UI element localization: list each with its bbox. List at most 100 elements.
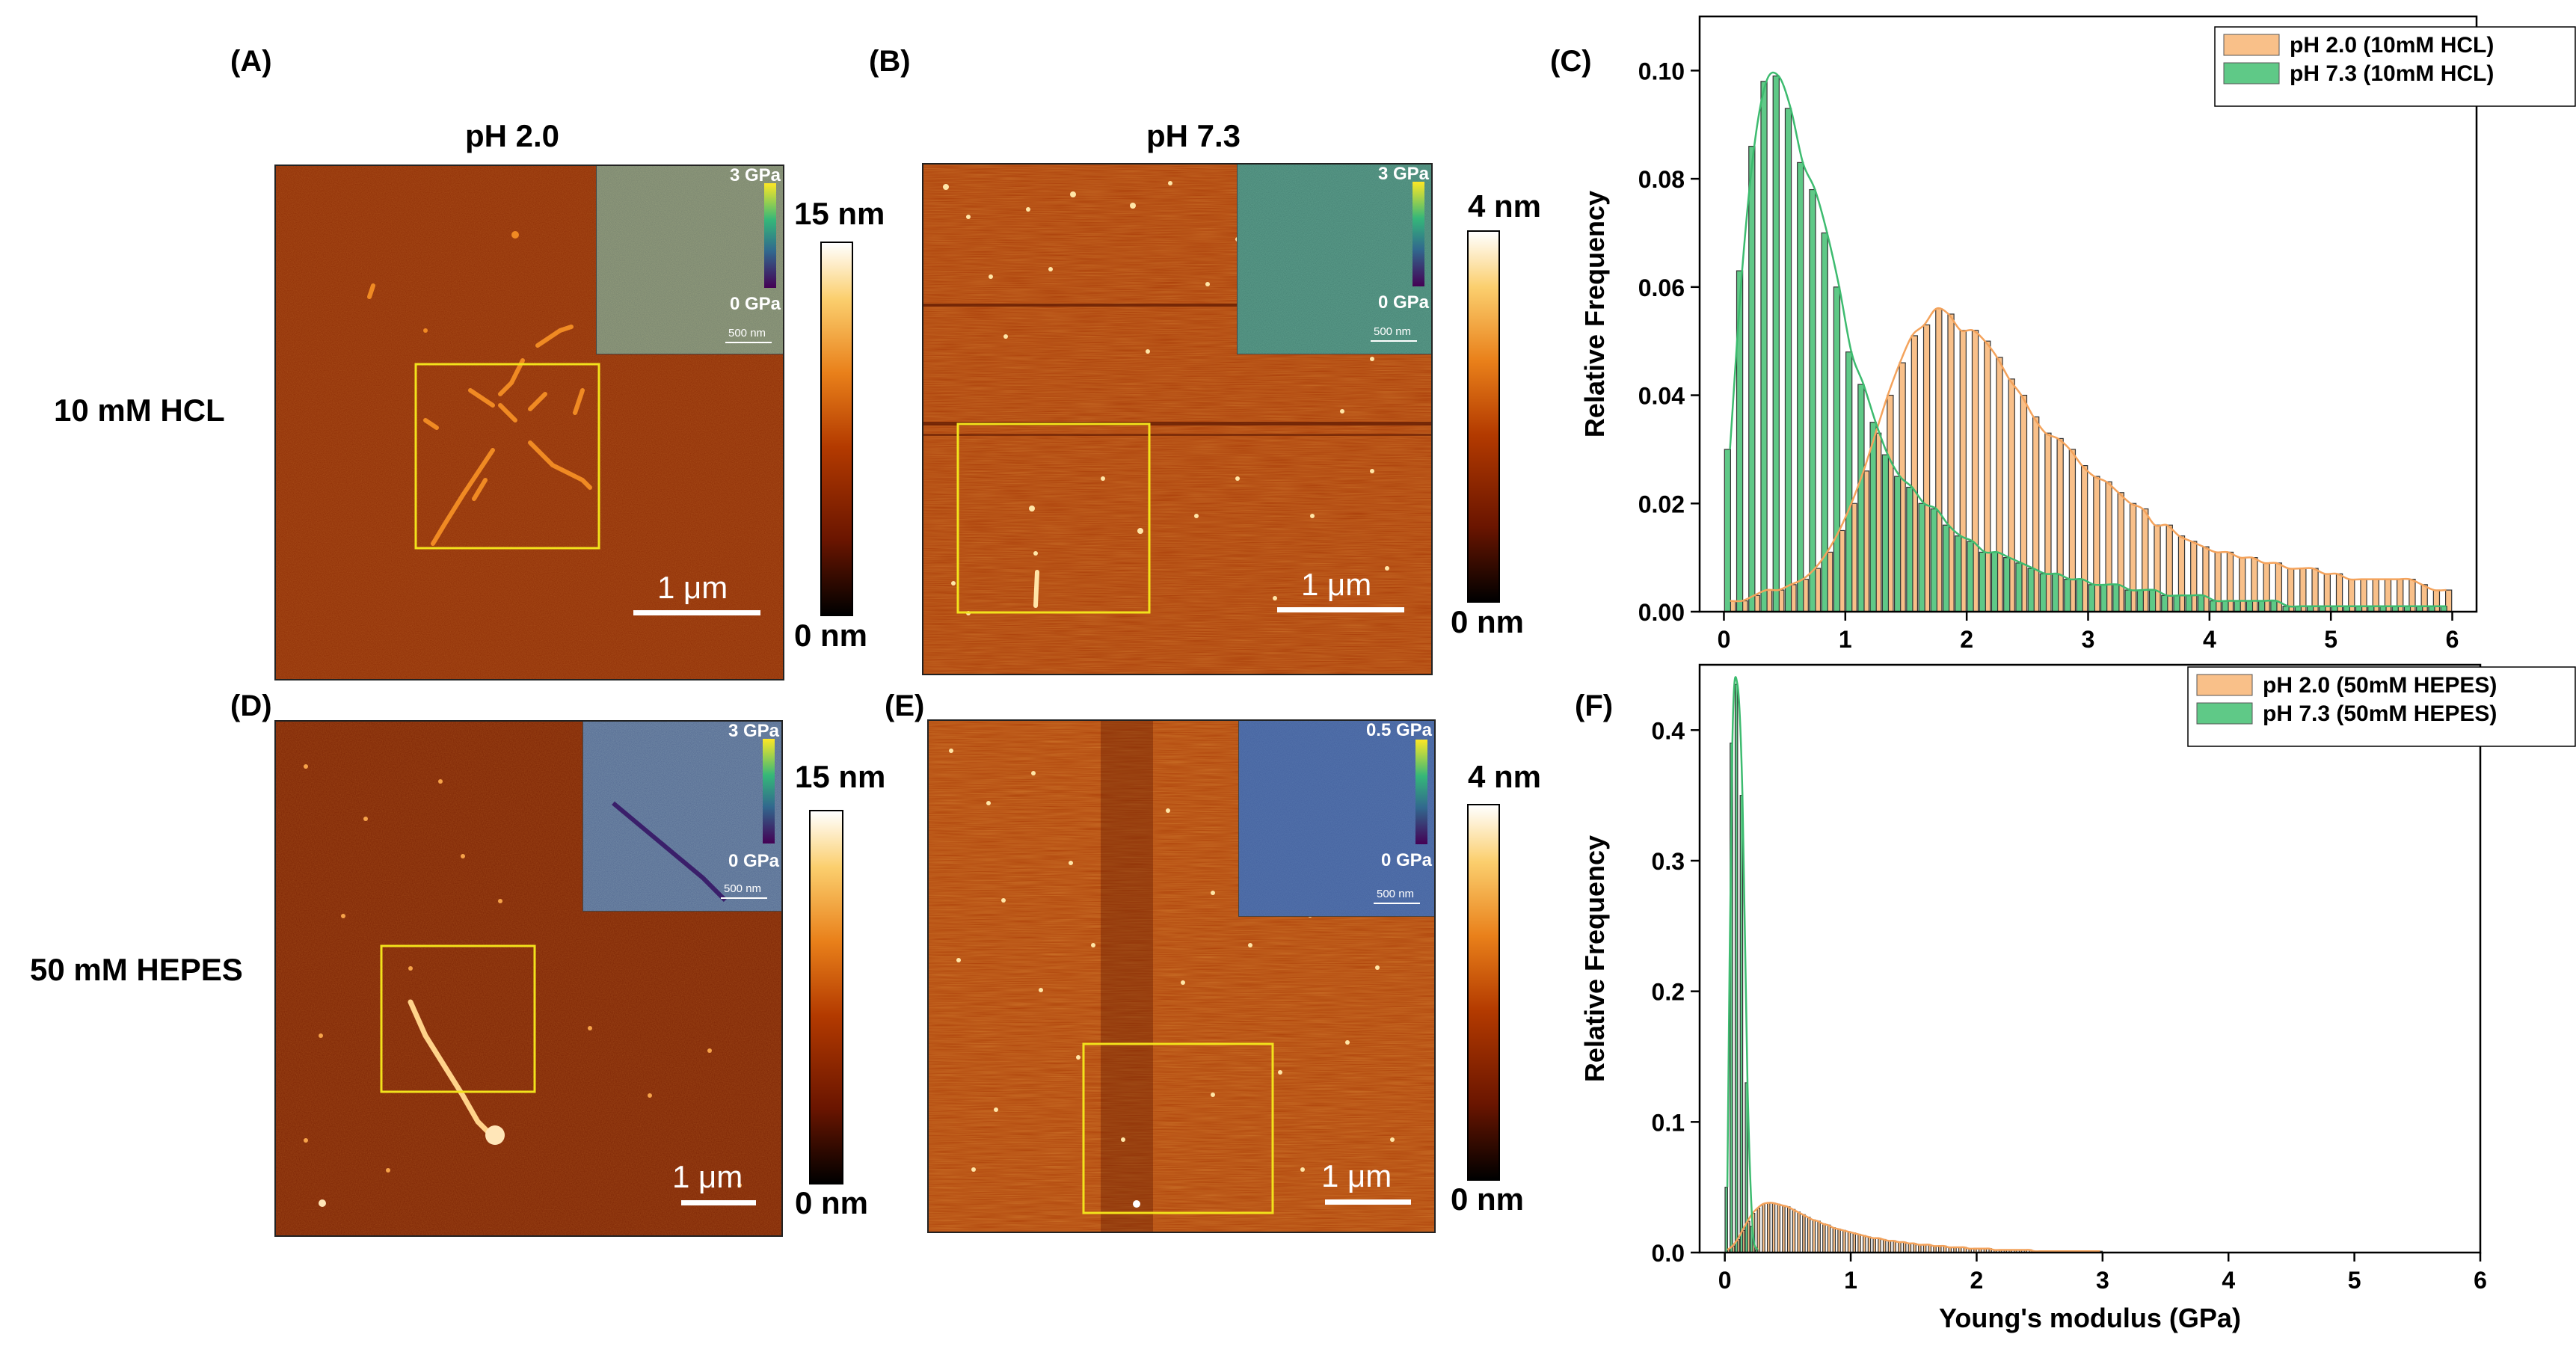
bar-c-1-16: [1918, 503, 1925, 612]
bar-c-1-21: [1979, 551, 1986, 612]
series-c-1: [1724, 75, 2447, 612]
histogram-f-svg: 0.0 0.1 0.2 0.3 0.4 0 1 2 3 4 5 6 Relative Frequency…: [1579, 663, 2576, 1333]
bar-f-0-33: [1893, 1240, 1896, 1253]
scalebar-label-a: 1 μm: [657, 570, 728, 605]
xtick-label-c-3: 3: [2082, 626, 2095, 651]
bar-c-1-10: [1845, 351, 1853, 612]
ylabel-c: Relative Frequency: [1579, 191, 1610, 437]
ytick-label-c-5: 0.10: [1638, 58, 1685, 84]
colorbar-max-b: 4 nm: [1468, 188, 1542, 224]
panel-label-e: (E): [885, 689, 925, 722]
modulus-inset-e: 0.5 GPa 0 GPa 500 nm: [1238, 720, 1434, 917]
bar-c-1-3: [1760, 81, 1768, 612]
bar-c-1-26: [2039, 573, 2047, 612]
ytick-label-f-3: 0.3: [1652, 848, 1685, 875]
ytick-label-f-1: 0.1: [1652, 1109, 1685, 1136]
panel-label-b: (B): [869, 45, 911, 78]
histogram-c-svg: 0.00 0.02 0.04 0.06 0.08 0.10 0 1 2 3 4 5 6 Relative …: [1579, 15, 2576, 651]
bar-c-1-29: [2076, 578, 2083, 612]
bar-f-0-9: [1771, 1202, 1776, 1253]
xtick-label-f-6: 6: [2474, 1267, 2487, 1294]
bar-c-1-44: [2257, 600, 2266, 612]
bar-f-0-35: [1902, 1241, 1907, 1253]
bar-c-1-33: [2124, 589, 2132, 612]
inset-max-e: 0.5 GPa: [1365, 720, 1432, 740]
bar-c-1-43: [2245, 600, 2254, 612]
bar-c-1-30: [2088, 584, 2096, 612]
bar-c-1-27: [2052, 573, 2059, 612]
bar-f-0-17: [1812, 1219, 1816, 1253]
row-label-hcl: 10 mM HCL: [54, 393, 225, 428]
bar-f-0-22: [1837, 1228, 1841, 1253]
bar-f-1-0: [1724, 1187, 1728, 1253]
legend-f: pH 2.0 (50mM HEPES) pH 7.3 (50mM HEPES): [2187, 666, 2576, 747]
colorbar-min-b: 0 nm: [1451, 604, 1525, 639]
bar-c-1-14: [1893, 476, 1902, 612]
series-c-0: [1729, 308, 2453, 612]
bar-c-1-42: [2234, 600, 2241, 612]
legend-swatch-c-1: [2223, 62, 2280, 84]
bar-f-0-31: [1882, 1238, 1887, 1253]
colorbar-min-d: 0 nm: [795, 1185, 869, 1220]
colorbar-e: [1467, 804, 1500, 1181]
bar-f-0-10: [1777, 1203, 1781, 1253]
panel-label-a: (A): [230, 45, 272, 78]
legend-label-f-0: pH 2.0 (50mM HEPES): [2263, 673, 2497, 698]
colorbar-max-e: 4 nm: [1468, 759, 1542, 794]
ytick-label-c-3: 0.06: [1638, 274, 1685, 301]
bar-f-0-26: [1857, 1233, 1861, 1253]
bar-f-0-15: [1802, 1214, 1806, 1253]
scalebar-label-b: 1 μm: [1301, 567, 1372, 602]
inset-scale-d: 500 nm: [724, 882, 762, 895]
bar-c-1-11: [1857, 384, 1865, 612]
bar-f-0-12: [1786, 1206, 1791, 1253]
panel-label-f: (F): [1575, 689, 1614, 722]
colorbar-max-d: 15 nm: [795, 759, 886, 794]
inset-max-b: 3 GPa: [1377, 164, 1429, 184]
afm-image-e: 1 μm 0.5 GPa 0 GPa 500 nm: [927, 719, 1436, 1233]
bar-f-0-29: [1872, 1238, 1877, 1253]
legend-swatch-f-1: [2196, 702, 2253, 725]
bar-c-1-32: [2112, 584, 2120, 612]
modulus-inset-a: 3 GPa 0 GPa 500 nm: [596, 166, 783, 354]
legend-c: pH 2.0 (10mM HCL) pH 7.3 (10mM HCL): [2214, 26, 2576, 107]
bar-f-0-39: [1922, 1244, 1927, 1253]
ytick-label-f-0: 0.0: [1652, 1240, 1685, 1267]
xtick-label-f-5: 5: [2348, 1267, 2361, 1294]
ytick-label-c-4: 0.08: [1638, 166, 1685, 193]
ytick-label-f-4: 0.4: [1652, 717, 1685, 744]
modulus-inset-b: 3 GPa 0 GPa 500 nm: [1237, 164, 1431, 354]
bar-c-1-15: [1906, 486, 1913, 612]
colorbar-b: [1467, 230, 1500, 603]
bar-f-0-30: [1878, 1238, 1881, 1253]
fit-line-c-0: [1730, 307, 2447, 603]
bar-c-1-25: [2027, 568, 2035, 612]
scalebar-label-d: 1 μm: [672, 1159, 743, 1194]
colorbar-a: [820, 242, 853, 616]
histogram-f: 0.0 0.1 0.2 0.3 0.4 0 1 2 3 4 5 6 Relative Frequency…: [1563, 651, 2576, 1352]
bar-f-0-25: [1852, 1232, 1857, 1253]
afm-image-d: 1 μm 3 GPa 0 GPa 500 nm: [274, 720, 783, 1237]
bar-f-0-14: [1797, 1211, 1801, 1253]
bar-f-0-36: [1908, 1243, 1912, 1253]
ylabel-f: Relative Frequency: [1579, 835, 1610, 1082]
bar-f-0-18: [1817, 1220, 1821, 1253]
bar-c-1-22: [1991, 551, 1999, 612]
bar-f-0-16: [1807, 1217, 1811, 1253]
bar-f-0-24: [1847, 1231, 1851, 1253]
legend-swatch-f-0: [2196, 674, 2253, 696]
bar-c-1-39: [2197, 594, 2205, 612]
scalebar-label-e: 1 μm: [1321, 1158, 1392, 1193]
bar-f-0-8: [1766, 1202, 1771, 1253]
bar-f-1-3: [1739, 795, 1744, 1253]
xtick-label-f-0: 0: [1718, 1267, 1732, 1294]
bar-c-1-12: [1869, 422, 1877, 612]
legend-label-f-1: pH 7.3 (50mM HEPES): [2263, 701, 2497, 726]
xtick-label-f-3: 3: [2096, 1267, 2109, 1294]
bar-f-0-20: [1827, 1224, 1831, 1253]
bar-c-1-36: [2161, 594, 2168, 612]
afm-image-b: 1 μm 3 GPa 0 GPa 500 nm: [922, 163, 1433, 675]
ytick-label-c-1: 0.02: [1638, 491, 1685, 517]
xtick-label-c-2: 2: [1960, 626, 1973, 651]
bar-c-0-48: [2311, 568, 2319, 612]
